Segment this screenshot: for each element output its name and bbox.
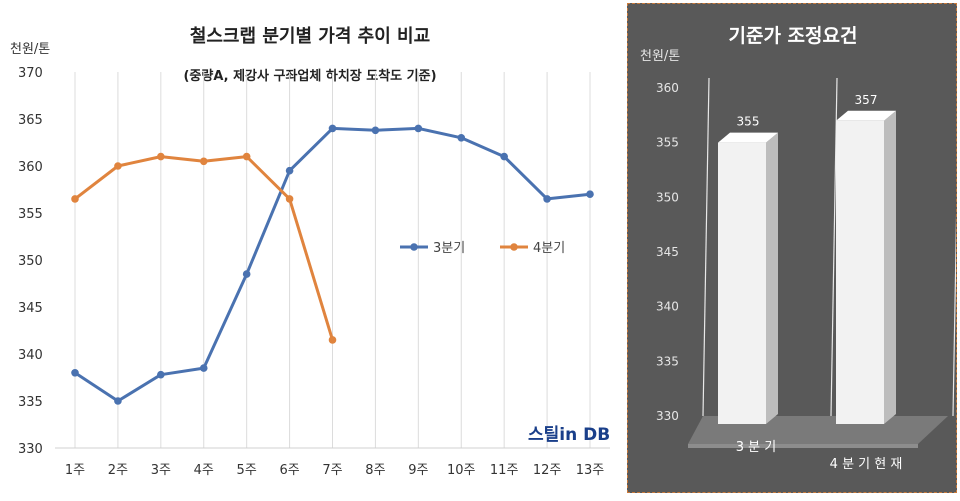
data-point	[242, 152, 251, 161]
bar-front	[718, 142, 766, 424]
legend-marker	[410, 243, 418, 251]
data-point	[71, 369, 79, 377]
data-point	[71, 195, 79, 203]
watermark-logo: 스틸in DB	[528, 424, 610, 445]
bar-front	[836, 120, 884, 425]
bar-chart: 기준가 조정요건 천원/톤 330 335 340 345 350 355 360 355 3…	[640, 25, 956, 472]
depth-grid-line	[702, 77, 710, 417]
data-point	[114, 397, 122, 405]
bar-side	[766, 132, 778, 424]
data-point	[157, 152, 165, 161]
bar-top	[718, 132, 778, 143]
x-tick-label: 6주	[279, 463, 299, 478]
y-tick-label: 355	[656, 136, 679, 150]
legend-label: 3분기	[433, 241, 465, 256]
y-tick-label: 335	[18, 395, 43, 410]
y-tick-label: 330	[18, 442, 43, 457]
data-point	[457, 134, 466, 142]
y-tick-label: 370	[18, 66, 43, 81]
watermark-text: 스틸in DB	[528, 424, 610, 445]
y-tick-label: 350	[18, 254, 43, 269]
data-point	[328, 336, 337, 344]
y-tick-label: 350	[656, 190, 679, 204]
data-point	[414, 124, 423, 133]
line-chart: 철스크랩 분기별 가격 추이 비교 (중량A, 제강사 구좌업체 하치장 도착도…	[10, 26, 610, 478]
line-chart-panel: 철스크랩 분기별 가격 추이 비교 (중량A, 제강사 구좌업체 하치장 도착도…	[10, 26, 610, 478]
legend-marker	[510, 243, 518, 251]
floor-edge	[688, 444, 918, 448]
data-point	[199, 364, 208, 372]
data-point	[114, 162, 122, 170]
data-point	[285, 195, 294, 203]
x-tick-label: 2주	[108, 463, 128, 478]
x-tick-label: 9주	[408, 463, 428, 478]
x-tick-label: 3주	[151, 463, 171, 478]
chart-title: 철스크랩 분기별 가격 추이 비교	[190, 26, 430, 47]
x-tick-label: 10주	[447, 463, 476, 478]
x-tick-label: 3 분 기	[736, 440, 776, 455]
data-point	[371, 126, 380, 135]
y-tick-label: 365	[18, 113, 43, 128]
x-tick-label: 4 분 기 현 재	[830, 457, 903, 472]
depth-grid-line	[952, 213, 956, 417]
bar-chart-title: 기준가 조정요건	[729, 25, 858, 47]
y-tick-label: 355	[18, 207, 43, 222]
bar-chart-panel: 기준가 조정요건 천원/톤 330 335 340 345 350 355 360 355 3…	[627, 3, 957, 493]
y-tick-label: 330	[656, 409, 679, 423]
x-tick-label: 11주	[490, 463, 519, 478]
data-point	[328, 124, 337, 133]
x-tick-label: 7주	[322, 463, 342, 478]
y-tick-label: 360	[18, 160, 43, 175]
y-tick-label: 340	[18, 348, 43, 363]
bar-top	[836, 110, 896, 121]
x-tick-label: 8주	[365, 463, 385, 478]
y-tick-label: 340	[656, 300, 679, 314]
data-point	[199, 157, 208, 166]
x-tick-label: 13주	[576, 463, 605, 478]
chart-subtitle: (중량A, 제강사 구좌업체 하치장 도착도 기준)	[183, 68, 436, 84]
y-tick-label: 345	[656, 245, 679, 259]
y-tick-label: 360	[656, 81, 679, 95]
x-tick-label: 5주	[237, 463, 257, 478]
data-point	[242, 270, 251, 278]
data-point	[586, 190, 594, 198]
x-tick-label: 4주	[194, 463, 214, 478]
y-axis-label: 천원/톤	[10, 42, 50, 57]
data-point	[157, 370, 165, 379]
data-point	[285, 166, 294, 175]
legend-label: 4분기	[533, 241, 565, 256]
data-point	[543, 195, 551, 203]
y-tick-label: 345	[18, 301, 43, 316]
x-tick-label: 1주	[65, 463, 85, 478]
x-tick-label: 12주	[533, 463, 562, 478]
bar-side	[884, 110, 896, 425]
y-tick-label: 335	[656, 354, 679, 368]
bar-value-label: 355	[737, 115, 760, 129]
bar-value-label: 357	[855, 93, 878, 107]
bar-y-axis-label: 천원/톤	[640, 49, 680, 64]
data-point	[500, 152, 508, 161]
